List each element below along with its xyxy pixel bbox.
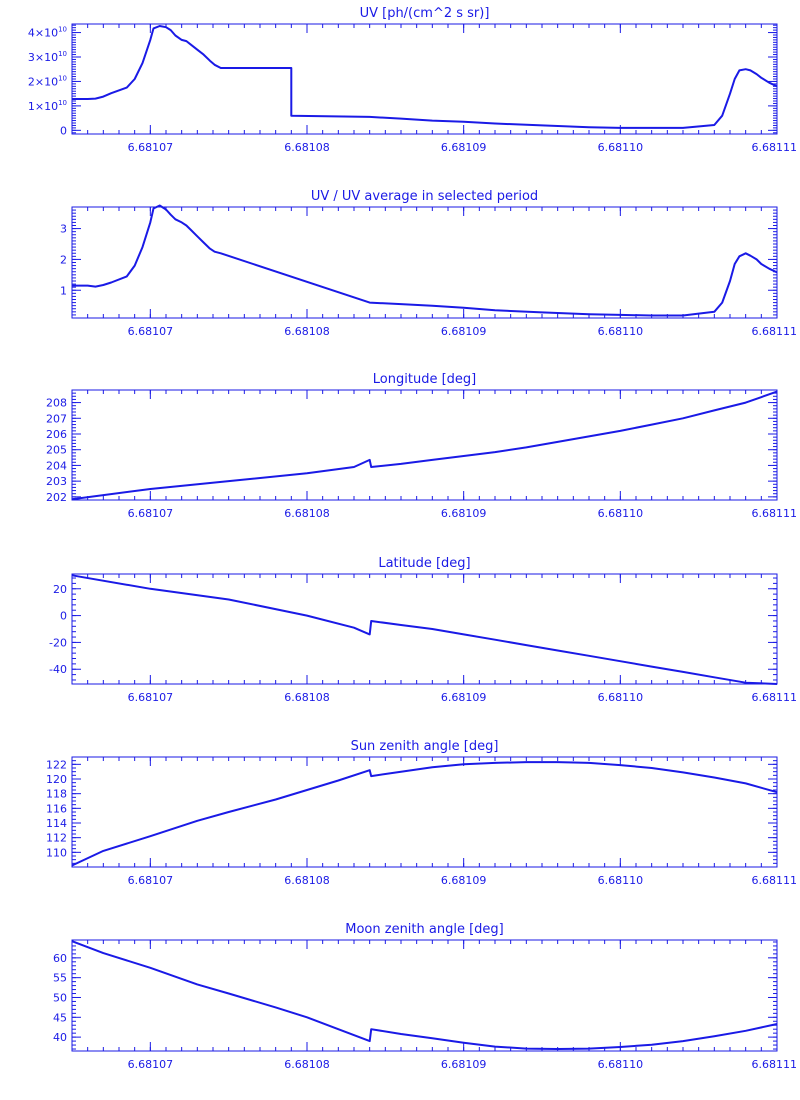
x-tick-label: 6.68110 [598, 325, 644, 338]
y-tick-label: 202 [46, 491, 67, 504]
x-tick-label: 6.68107 [128, 507, 174, 520]
series-line [72, 25, 778, 129]
series-line [71, 940, 778, 1050]
axis-frame [71, 389, 778, 501]
chart-panel-4: Latitude [deg] -40 -20 0 20 6.68107 6.68108 6.6… [49, 556, 797, 704]
series-line [71, 574, 778, 685]
chart-title: Latitude [deg] [378, 556, 470, 571]
chart-panel-1: UV [ph/(cm^2 s sr)] 0 1×1010 2×1010 3×1010 4×… [28, 6, 797, 154]
y-tick-label: 208 [46, 397, 67, 410]
x-tick-label: 6.68108 [284, 141, 330, 154]
y-tick-label: 122 [46, 758, 67, 771]
x-tick-label: 6.68111 [752, 141, 798, 154]
y-tick-label: 204 [46, 459, 67, 472]
y-tick-label: 120 [46, 773, 67, 786]
x-tick-label: 6.68109 [441, 325, 487, 338]
x-tick-label: 6.68109 [441, 507, 487, 520]
y-tick-label: 114 [46, 817, 67, 830]
y-tick-label: -20 [49, 636, 67, 649]
y-tick-label: -40 [49, 663, 67, 676]
x-tick-label: 6.68111 [752, 1058, 798, 1071]
x-tick-label: 6.68108 [284, 507, 330, 520]
y-tick-label: 60 [53, 952, 67, 965]
y-tick-label: 45 [53, 1011, 67, 1024]
y-tick-label: 2×1010 [28, 74, 67, 88]
axis-frame [71, 756, 778, 868]
x-tick-label: 6.68108 [284, 1058, 330, 1071]
y-tick-label: 3×1010 [28, 50, 67, 64]
x-tick-label: 6.68111 [752, 691, 798, 704]
x-tick-label: 6.68110 [598, 1058, 644, 1071]
axis-frame [71, 573, 778, 685]
y-tick-label: 1 [60, 284, 67, 297]
x-tick-label: 6.68109 [441, 691, 487, 704]
chart-title: Sun zenith angle [deg] [351, 739, 499, 754]
x-tick-label: 6.68109 [441, 141, 487, 154]
y-tick-label: 1×1010 [28, 99, 67, 113]
y-tick-label: 3 [60, 223, 67, 236]
y-tick-label: 207 [46, 412, 67, 425]
x-tick-label: 6.68110 [598, 507, 644, 520]
x-tick-label: 6.68108 [284, 691, 330, 704]
x-tick-label: 6.68108 [284, 325, 330, 338]
x-tick-label: 6.68111 [752, 507, 798, 520]
x-tick-label: 6.68111 [752, 325, 798, 338]
y-tick-label: 0 [60, 610, 67, 623]
x-tick-label: 6.68110 [598, 874, 644, 887]
axis-frame [71, 939, 778, 1052]
x-tick-label: 6.68107 [128, 325, 174, 338]
x-tick-label: 6.68109 [441, 874, 487, 887]
x-tick-label: 6.68107 [128, 1058, 174, 1071]
chart-panel-6: Moon zenith angle [deg] 40 45 50 55 60 6.68107… [53, 922, 797, 1071]
series-line [72, 204, 778, 317]
x-tick-label: 6.68107 [128, 141, 174, 154]
y-tick-label: 112 [46, 832, 67, 845]
y-tick-label: 118 [46, 788, 67, 801]
y-tick-label: 40 [53, 1031, 67, 1044]
y-tick-label: 2 [60, 253, 67, 266]
chart-title: UV / UV average in selected period [311, 189, 538, 204]
x-tick-label: 6.68107 [128, 691, 174, 704]
x-tick-label: 6.68108 [284, 874, 330, 887]
y-tick-label: 116 [46, 802, 67, 815]
x-tick-label: 6.68107 [128, 874, 174, 887]
series-line [71, 761, 778, 867]
series-line [71, 390, 778, 501]
x-tick-label: 6.68109 [441, 1058, 487, 1071]
chart-panel-3: Longitude [deg] 202 203 204 205 206 207 208 6.68… [46, 372, 797, 520]
chart-title: Moon zenith angle [deg] [345, 922, 503, 937]
y-tick-label: 206 [46, 428, 67, 441]
y-tick-label: 205 [46, 444, 67, 457]
axis-frame [71, 206, 778, 319]
y-tick-label: 20 [53, 583, 67, 596]
chart-title: Longitude [deg] [373, 372, 476, 387]
x-tick-label: 6.68110 [598, 691, 644, 704]
chart-panel-2: UV / UV average in selected period 1 2 3 6.6… [60, 189, 797, 338]
x-tick-label: 6.68111 [752, 874, 798, 887]
y-tick-label: 50 [53, 991, 67, 1004]
y-tick-label: 0 [60, 124, 67, 137]
y-tick-label: 4×1010 [28, 26, 67, 40]
y-tick-label: 55 [53, 972, 67, 985]
chart-title: UV [ph/(cm^2 s sr)] [360, 6, 490, 21]
y-tick-label: 110 [46, 846, 67, 859]
y-tick-label: 203 [46, 475, 67, 488]
x-tick-label: 6.68110 [598, 141, 644, 154]
axis-frame [71, 23, 778, 135]
